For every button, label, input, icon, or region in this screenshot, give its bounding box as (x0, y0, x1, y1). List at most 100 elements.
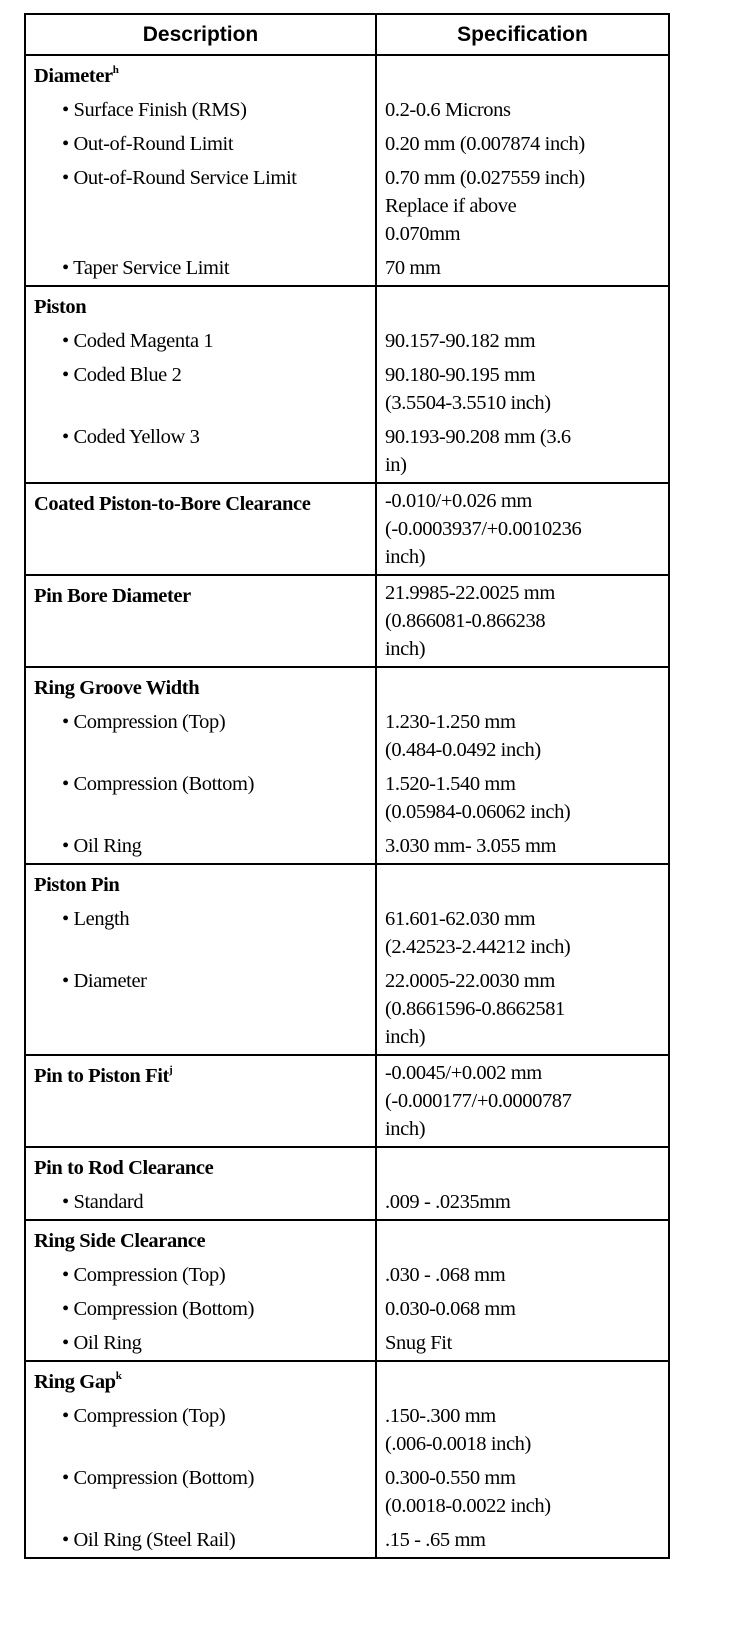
section-title-text: Piston (34, 296, 87, 318)
spec-line: (3.5504-3.5510 inch) (385, 392, 551, 414)
spec-line: 90.157-90.182 mm (385, 330, 536, 352)
item-spec: 22.0005-22.0030 mm (0.8661596-0.8662581 in… (377, 964, 668, 1054)
table-row: Coded Blue 2 90.180-90.195 mm (3.5504-3.55… (26, 358, 668, 420)
spec-line: 0.070mm (385, 223, 461, 245)
table-row: Compression (Top) 1.230-1.250 mm (0.484-0.… (26, 705, 668, 767)
section-spec (377, 287, 668, 324)
section-title: Ring Gapk (26, 1362, 377, 1399)
table-row: Diameter 22.0005-22.0030 mm (0.8661596-0.8… (26, 964, 668, 1054)
item-spec: 0.70 mm (0.027559 inch) Replace if above 0… (377, 161, 668, 251)
spec-line: Snug Fit (385, 1332, 452, 1354)
table-row: Compression (Bottom) 1.520-1.540 mm (0.059… (26, 767, 668, 829)
spec-line: 0.70 mm (0.027559 inch) (385, 167, 585, 189)
spec-line: (0.8661596-0.8662581 (385, 998, 565, 1020)
footnote-marker: h (112, 64, 119, 76)
spec-line: 0.20 mm (0.007874 inch) (385, 133, 585, 155)
section-title: Piston (26, 287, 377, 324)
section-title: Pin Bore Diameter (26, 576, 377, 666)
table-section: Ring GapkCompression (Top).150-.300 mm(.… (26, 1362, 668, 1557)
section-spec (377, 865, 668, 902)
spec-line: .009 - .0235mm (385, 1191, 511, 1213)
item-label: Out-of-Round Service Limit (26, 161, 377, 251)
section-heading-row: Pin to Rod Clearance (26, 1148, 668, 1185)
spec-line: inch) (385, 638, 426, 660)
table-row: Out-of-Round Limit 0.20 mm (0.007874 inch… (26, 127, 668, 161)
item-spec: 61.601-62.030 mm (2.42523-2.44212 inch) (377, 902, 668, 964)
table-row: Oil Ring Snug Fit (26, 1326, 668, 1360)
item-label: Coded Magenta 1 (26, 324, 377, 358)
spec-line: (0.866081-0.866238 (385, 610, 546, 632)
item-spec: .15 - .65 mm (377, 1523, 668, 1557)
footnote-marker: k (115, 1370, 122, 1382)
section-heading-row: Pin Bore Diameter 21.9985-22.0025 mm (0.86… (26, 576, 668, 666)
item-spec: 0.300-0.550 mm (0.0018-0.0022 inch) (377, 1461, 668, 1523)
item-label: Oil Ring (26, 1326, 377, 1360)
item-label: Compression (Top) (26, 1258, 377, 1292)
item-spec: 90.193-90.208 mm (3.6 in) (377, 420, 668, 482)
item-label: Surface Finish (RMS) (26, 93, 377, 127)
item-spec: 70 mm (377, 251, 668, 285)
section-spec (377, 668, 668, 705)
section-spec (377, 1221, 668, 1258)
table-body: DiameterhSurface Finish (RMS)0.2-0.6 Mic… (26, 56, 668, 1557)
section-title: Pin to Rod Clearance (26, 1148, 377, 1185)
spec-line: 61.601-62.030 mm (385, 908, 536, 930)
item-spec: 0.20 mm (0.007874 inch) (377, 127, 668, 161)
section-heading-row: Ring Groove Width (26, 668, 668, 705)
spec-line: Replace if above (385, 195, 517, 217)
section-spec (377, 56, 668, 93)
table-row: Coded Yellow 3 90.193-90.208 mm (3.6 in) (26, 420, 668, 482)
spec-line: .030 - .068 mm (385, 1264, 506, 1286)
spec-line: (-0.000177/+0.0000787 (385, 1090, 572, 1112)
item-label: Coded Blue 2 (26, 358, 377, 420)
table-section: DiameterhSurface Finish (RMS)0.2-0.6 Mic… (26, 56, 668, 287)
table-row: Compression (Bottom) 0.030-0.068 mm (26, 1292, 668, 1326)
table-row: Surface Finish (RMS) 0.2-0.6 Microns (26, 93, 668, 127)
section-spec: 21.9985-22.0025 mm (0.866081-0.866238 inch… (377, 576, 668, 666)
section-title: Pin to Piston Fitj (26, 1056, 377, 1146)
section-heading-row: Ring Gapk (26, 1362, 668, 1399)
spec-line: (0.0018-0.0022 inch) (385, 1495, 551, 1517)
spec-line: in) (385, 454, 407, 476)
spec-line: inch) (385, 1118, 426, 1140)
spec-line: (0.05984-0.06062 inch) (385, 801, 571, 823)
item-spec: .030 - .068 mm (377, 1258, 668, 1292)
item-spec: 90.180-90.195 mm (3.5504-3.5510 inch) (377, 358, 668, 420)
spec-line: inch) (385, 546, 426, 568)
spec-line: inch) (385, 1026, 426, 1048)
item-label: Compression (Bottom) (26, 1292, 377, 1326)
table-row: Coded Magenta 1 90.157-90.182 mm (26, 324, 668, 358)
section-heading-row: Piston (26, 287, 668, 324)
table-section: Pin Bore Diameter 21.9985-22.0025 mm (0.86… (26, 576, 668, 668)
spec-line: (2.42523-2.44212 inch) (385, 936, 571, 958)
item-label: Oil Ring (Steel Rail) (26, 1523, 377, 1557)
spec-line: (.006-0.0018 inch) (385, 1433, 531, 1455)
table-row: Taper Service Limit 70 mm (26, 251, 668, 285)
item-label: Oil Ring (26, 829, 377, 863)
header-description: Description (26, 15, 377, 54)
section-title: Coated Piston-to-Bore Clearance (26, 484, 377, 574)
footnote-marker: j (169, 1064, 173, 1076)
section-heading-row: Coated Piston-to-Bore Clearance -0.010/+0… (26, 484, 668, 574)
section-title-text: Piston Pin (34, 874, 120, 896)
table-row: Standard .009 - .0235mm (26, 1185, 668, 1219)
table-row: Length 61.601-62.030 mm (2.42523-2.44212 i… (26, 902, 668, 964)
spec-line: .150-.300 mm (385, 1405, 496, 1427)
section-title-text: Coated Piston-to-Bore Clearance (34, 493, 311, 515)
table-row: Oil Ring (Steel Rail) .15 - .65 mm (26, 1523, 668, 1557)
spec-line: 1.230-1.250 mm (385, 711, 516, 733)
header-specification: Specification (457, 22, 588, 46)
spec-line: 1.520-1.540 mm (385, 773, 516, 795)
item-label: Compression (Top) (26, 705, 377, 767)
section-title: Piston Pin (26, 865, 377, 902)
spec-line: 0.2-0.6 Microns (385, 99, 511, 121)
spec-line: 70 mm (385, 257, 441, 279)
section-title-text: Pin to Piston Fit (34, 1065, 169, 1087)
table-row: Compression (Top) .030 - .068 mm (26, 1258, 668, 1292)
specification-table: Description Specification DiameterhSurfa… (24, 13, 670, 1559)
section-title: Ring Groove Width (26, 668, 377, 705)
spec-line: (-0.0003937/+0.0010236 (385, 518, 582, 540)
spec-line: 0.300-0.550 mm (385, 1467, 516, 1489)
section-title-text: Ring Gap (34, 1371, 116, 1393)
section-spec: -0.010/+0.026 mm (-0.0003937/+0.0010236 in… (377, 484, 668, 574)
